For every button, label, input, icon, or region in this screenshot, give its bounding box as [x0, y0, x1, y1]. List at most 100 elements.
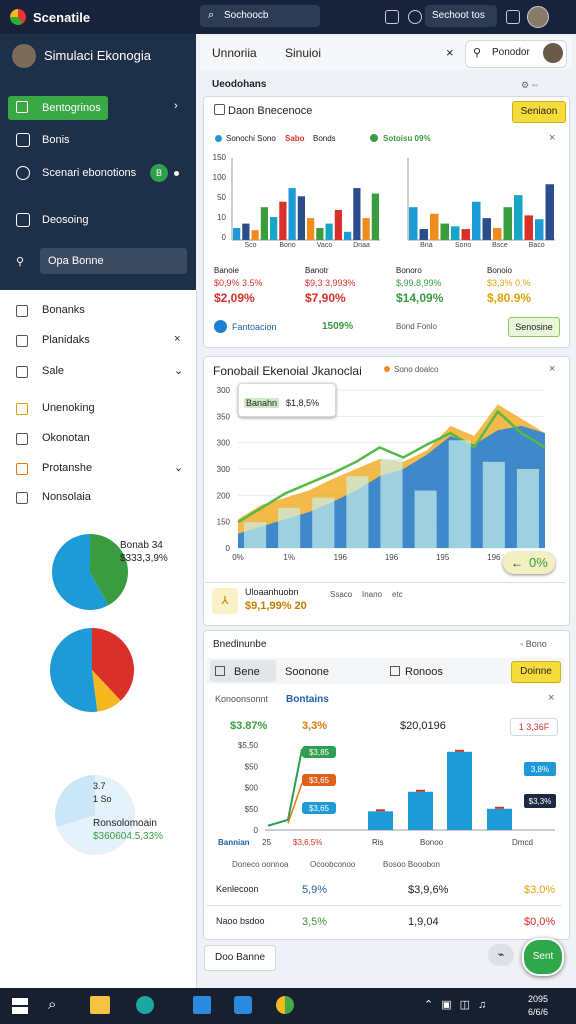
x-tick-label: Vaco: [317, 242, 333, 249]
footer-label: Fantoacion: [232, 322, 277, 332]
x-tick-label: Sono: [455, 242, 471, 249]
nav-item[interactable]: Deosoing: [42, 214, 89, 226]
x-tick-label: 25: [262, 838, 271, 847]
pie-label: 1 So: [93, 794, 112, 804]
icon[interactable]: [408, 10, 422, 24]
footer-value: 1509%: [322, 321, 354, 332]
app-icon[interactable]: [276, 996, 294, 1014]
nav-button[interactable]: [8, 96, 108, 120]
tab[interactable]: Sinuioi: [285, 46, 322, 60]
divider: [205, 582, 565, 583]
icon: [390, 666, 400, 676]
nav-item[interactable]: Scenari ebonotions: [42, 167, 137, 179]
bar: [316, 227, 324, 240]
icon[interactable]: ⌁: [488, 944, 514, 966]
start[interactable]: [12, 998, 28, 1014]
bar: [288, 188, 296, 240]
search[interactable]: ⌕: [48, 996, 57, 1013]
bar-cap: [455, 749, 464, 752]
pie-label: Ronsolomoain: [93, 818, 157, 829]
bar: [535, 219, 544, 240]
pie-label: 3.7: [93, 781, 106, 791]
chevron[interactable]: ×: [174, 333, 181, 345]
tooltip-label: Banahn: [244, 398, 280, 408]
menu-item[interactable]: Nonsolaia: [42, 491, 91, 503]
tab[interactable]: Unnoriia: [212, 46, 257, 60]
chevron[interactable]: ⌄: [174, 462, 184, 474]
profile-name: Simulaci Ekonogia: [44, 48, 151, 63]
tab-active[interactable]: [210, 660, 276, 682]
footer-label: Inano: [362, 590, 383, 599]
card-ctrl[interactable]: ◦ Bono: [520, 639, 547, 649]
menu-item[interactable]: Unenoking: [42, 402, 95, 414]
card-button[interactable]: Doinne: [511, 661, 561, 683]
icon: [16, 403, 28, 415]
table-header: Ocoobconoo: [310, 860, 356, 869]
tab[interactable]: Ronoos: [405, 666, 443, 678]
search-box[interactable]: [200, 5, 320, 27]
table-cell: Kenlecoon: [216, 884, 259, 894]
x-tick-label: 195: [436, 553, 450, 562]
footer-button[interactable]: Senosine: [508, 317, 560, 337]
y-tick-label: 10: [217, 213, 226, 222]
icon[interactable]: [385, 10, 399, 24]
section-ctrl[interactable]: ⚙ ◦◦: [521, 80, 538, 90]
app-icon[interactable]: [234, 996, 252, 1014]
icon: ⅄: [212, 588, 238, 614]
icon: ⚲: [16, 256, 25, 268]
pill-value: 0%: [529, 555, 548, 570]
y-tick-label: 350: [217, 412, 231, 421]
icon[interactable]: [506, 10, 520, 24]
badge: [524, 794, 556, 808]
fab[interactable]: Sent: [522, 938, 564, 976]
input[interactable]: [40, 248, 187, 274]
icon: [16, 305, 28, 317]
close[interactable]: ×: [549, 363, 556, 375]
app-name: Scenatile: [33, 10, 91, 25]
app-icon[interactable]: [90, 996, 110, 1014]
tab[interactable]: Soonone: [285, 666, 330, 678]
close[interactable]: ×: [548, 692, 555, 704]
app-icon[interactable]: [193, 996, 211, 1014]
chevron[interactable]: ›: [174, 100, 178, 112]
column: [312, 497, 335, 548]
menu-item[interactable]: Okonotan: [42, 432, 90, 444]
table-cell: $0,0%: [524, 916, 556, 928]
card-button[interactable]: Seniaon: [512, 101, 566, 123]
bottom-button[interactable]: Doo Banne: [204, 945, 276, 971]
bar: [242, 223, 250, 240]
x-tick-label: 0%: [232, 553, 244, 562]
menu-item[interactable]: Sale: [42, 365, 65, 377]
pill[interactable]: [503, 552, 555, 574]
account-box[interactable]: [425, 5, 497, 27]
y-tick-label: 100: [213, 173, 227, 182]
icon: [214, 320, 227, 333]
menu-item[interactable]: Planidaks: [42, 334, 90, 346]
x-tick-label: Dmcd: [512, 838, 533, 847]
legend-label: Sotoisu 09%: [383, 134, 431, 143]
nav-item[interactable]: Bonis: [42, 134, 70, 146]
app-icon[interactable]: [136, 996, 154, 1014]
tab[interactable]: Bene: [234, 666, 260, 678]
tray-icons: ⌃▣◫♫: [424, 999, 495, 1011]
callout: [302, 802, 336, 814]
menu-item[interactable]: Bonanks: [42, 304, 85, 316]
icon: [16, 492, 28, 504]
bar: [514, 195, 523, 240]
bar: [307, 218, 315, 240]
pie-slice: [56, 775, 135, 856]
avatar: [12, 44, 36, 68]
y-tick-label: $00: [245, 784, 259, 793]
x-tick-label: 196: [385, 553, 399, 562]
close[interactable]: ×: [549, 132, 556, 144]
avatar[interactable]: [527, 6, 549, 28]
bar: [408, 791, 433, 830]
bar: [251, 230, 259, 240]
chevron[interactable]: ⌄: [174, 365, 184, 377]
menu-item[interactable]: Protanshe: [42, 462, 93, 474]
bar: [461, 229, 470, 240]
icon: [16, 101, 28, 113]
bar: [487, 808, 512, 830]
close[interactable]: ×: [446, 45, 454, 60]
